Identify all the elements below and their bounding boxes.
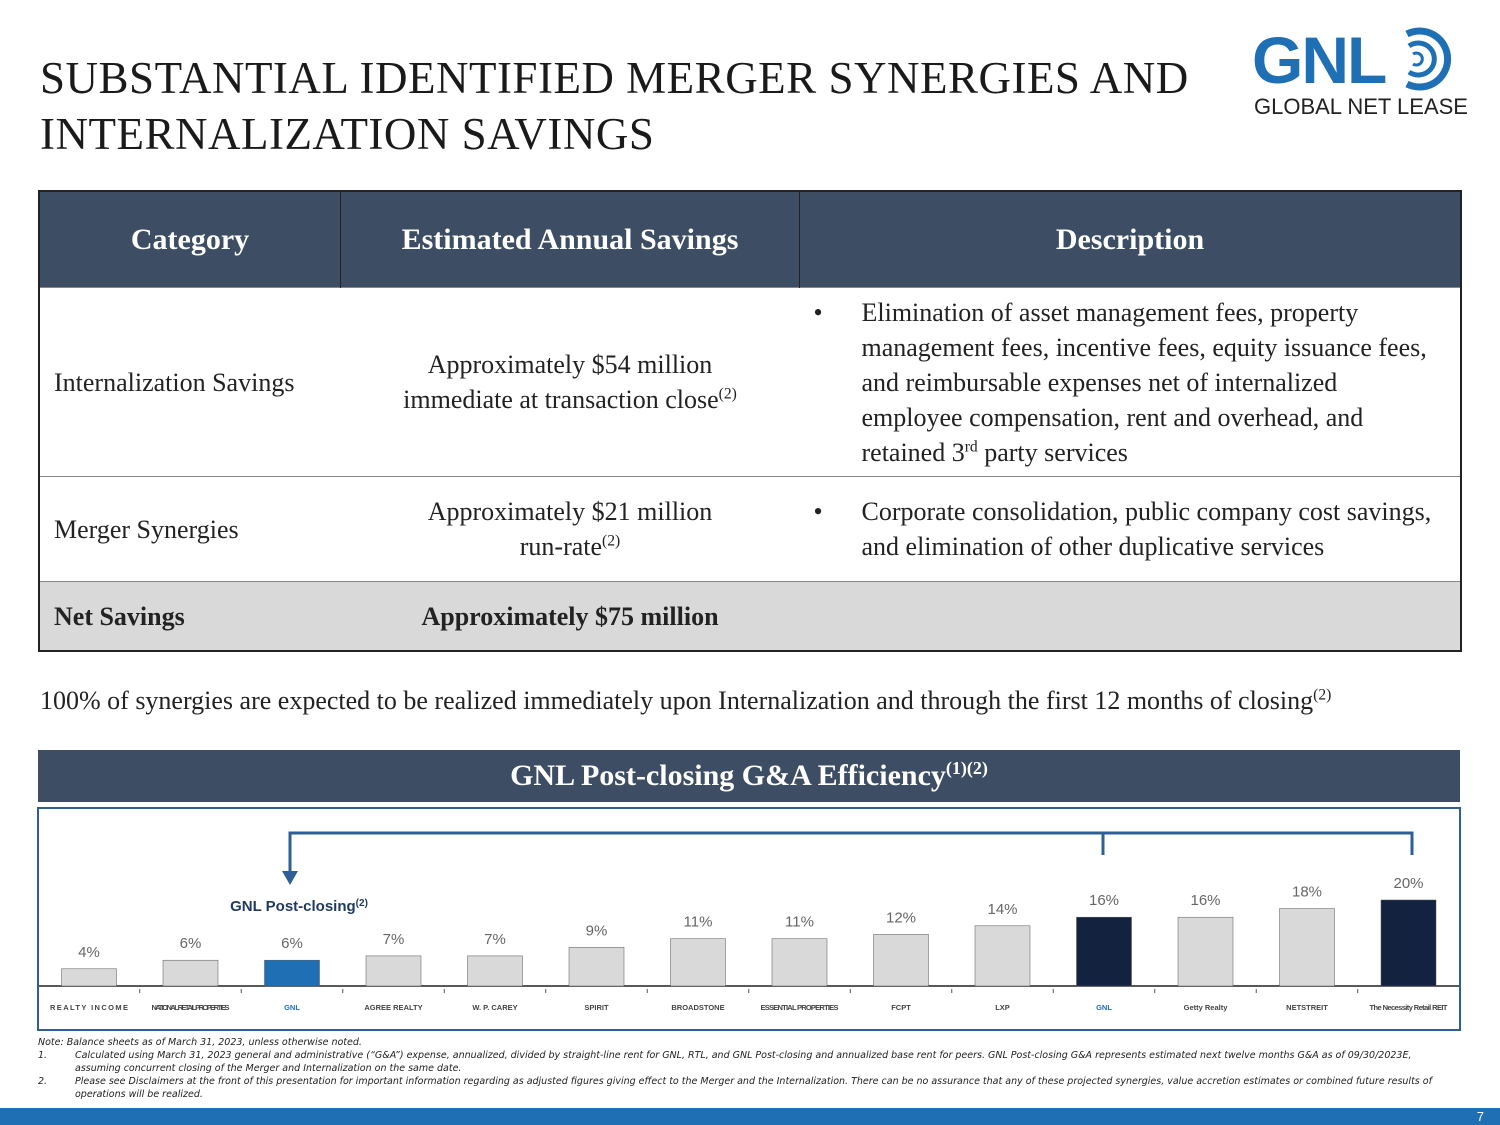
footnote: 2. Please see Disclaimers at the front of…	[38, 1075, 1438, 1101]
bar	[670, 938, 726, 987]
text: GNL Post-closing G&A Efficiency	[510, 759, 946, 792]
savings-line: Approximately $21 million	[427, 497, 713, 526]
value-label: 7%	[383, 931, 405, 948]
value-label: 18%	[1292, 884, 1322, 901]
note: (2)	[718, 385, 737, 403]
savings-line: Approximately $75 million	[421, 601, 719, 631]
bar	[1177, 916, 1234, 987]
category-logo: REALTY INCOME	[50, 1003, 128, 1012]
arrow-head	[282, 871, 298, 885]
title: SUBSTANTIAL IDENTIFIED MERGER SYNERGIES …	[40, 53, 1189, 159]
description: Corporate consolidation, public company …	[799, 476, 1461, 582]
bracket	[288, 831, 1414, 875]
footer-bar: 7	[0, 1108, 1500, 1125]
logo-icon	[1405, 27, 1452, 91]
bar	[61, 968, 117, 987]
value-label: 16%	[1190, 892, 1220, 909]
footnotes: Note: Balance sheets as of March 31, 202…	[38, 1036, 1438, 1101]
footnote: 1. Calculated using March 31, 2023 genera…	[38, 1049, 1438, 1075]
bar	[365, 955, 422, 987]
category-logo: GNL	[1096, 1003, 1112, 1012]
description	[799, 581, 1461, 651]
chart-title: GNL Post-closing G&A Efficiency(1)(2)	[38, 750, 1460, 802]
text: Elimination of asset management fees, pr…	[861, 297, 1427, 467]
category-logo: AGREE REALTY	[364, 1003, 422, 1012]
logo-mark: GNL	[1252, 23, 1387, 97]
category-logo: NATIONAL RETAIL PROPERTIES	[152, 1003, 230, 1012]
text: party services	[977, 437, 1128, 467]
category: Net Savings	[39, 581, 341, 651]
category-logo: BROADSTONE	[671, 1003, 724, 1012]
note: (2)	[356, 898, 368, 909]
note: (2)	[1313, 686, 1332, 704]
category-logo: W. P. CAREY	[472, 1003, 517, 1012]
savings: Approximately $75 million	[340, 581, 800, 651]
value-label: 20%	[1393, 875, 1423, 892]
logo-text: GLOBAL NET LEASE	[1254, 94, 1468, 119]
bar	[162, 959, 219, 987]
bar	[467, 955, 523, 987]
category-logo: The Necessity Retail REIT	[1370, 1003, 1448, 1012]
bar	[568, 947, 625, 987]
bar	[873, 934, 929, 987]
value-label: 6%	[180, 935, 202, 952]
category-logo: Getty Realty	[1184, 1003, 1229, 1012]
text: Corporate consolidation, public company …	[861, 497, 1432, 561]
marker: 1.	[38, 1050, 48, 1061]
column-header: Description	[799, 191, 1462, 288]
value-label: 14%	[987, 901, 1017, 918]
value-label: 16%	[1089, 892, 1119, 909]
annotation: GNL Post-closing(2)	[230, 898, 368, 915]
bar	[264, 959, 320, 987]
chart: GNL Post-closing(2) 4% REALTY INCOME 6% NAT…	[37, 807, 1461, 1031]
value-label: 6%	[281, 935, 303, 952]
category: Internalization Savings	[39, 287, 341, 477]
bar	[974, 925, 1031, 987]
description: Elimination of asset management fees, pr…	[799, 287, 1461, 477]
category-logo: FCPT	[891, 1003, 911, 1012]
category-logo: LXP	[995, 1003, 1010, 1012]
footnote-note: Note: Balance sheets as of March 31, 202…	[38, 1037, 362, 1048]
bar	[1279, 908, 1335, 987]
text: Please see Disclaimers at the front of t…	[75, 1076, 1432, 1100]
savings-line: immediate at transaction close	[403, 385, 719, 414]
note: (1)(2)	[945, 758, 988, 778]
text: 100% of synergies are expected to be rea…	[40, 686, 1314, 715]
value-label: 11%	[684, 914, 713, 931]
category: Merger Synergies	[39, 476, 341, 582]
superscript: rd	[964, 437, 978, 455]
value-label: 7%	[484, 931, 506, 948]
marker: 2.	[38, 1076, 48, 1087]
page-number: 7	[1476, 1109, 1484, 1124]
savings-line: Approximately $54 million	[427, 350, 713, 379]
bar	[1076, 916, 1132, 987]
bracket-line	[288, 831, 1414, 875]
value-label: 4%	[78, 944, 100, 961]
category-logo: GNL	[284, 1003, 300, 1012]
savings: Approximately $21 million run-rate(2)	[340, 476, 800, 582]
text: Calculated using March 31, 2023 general …	[75, 1050, 1412, 1074]
value-label: 9%	[586, 922, 608, 939]
statement: 100% of synergies are expected to be rea…	[40, 686, 1331, 716]
value-label: 12%	[886, 909, 916, 926]
column-header: Estimated Annual Savings	[340, 191, 800, 288]
bar	[771, 938, 828, 987]
note: (2)	[602, 532, 621, 550]
category-logo: SPIRIT	[584, 1003, 609, 1012]
savings: Approximately $54 million immediate at tr…	[340, 287, 800, 477]
chart-svg: GNL Post-closing(2) 4% REALTY INCOME 6% NAT…	[39, 831, 1459, 1012]
savings-table: Category Estimated Annual Savings Descri…	[38, 190, 1462, 652]
column-header: Category	[39, 191, 341, 288]
category-logo: ESSENTIAL PROPERTIES	[761, 1003, 839, 1012]
text: GNL Post-closing	[230, 898, 356, 915]
value-label: 11%	[785, 914, 814, 931]
category-logo: NETSTREIT	[1286, 1003, 1328, 1012]
bar	[1380, 899, 1437, 987]
savings-line: run-rate	[519, 532, 603, 561]
